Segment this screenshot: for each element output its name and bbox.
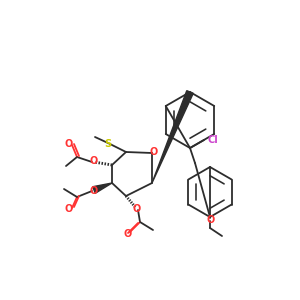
Text: S: S xyxy=(104,139,112,149)
Text: O: O xyxy=(133,204,141,214)
Text: O: O xyxy=(65,204,73,214)
Text: Cl: Cl xyxy=(208,135,219,145)
Polygon shape xyxy=(93,183,112,193)
Text: O: O xyxy=(124,229,132,239)
Text: O: O xyxy=(65,139,73,149)
Text: O: O xyxy=(207,215,215,225)
Text: O: O xyxy=(90,186,98,196)
Text: O: O xyxy=(150,147,158,157)
Polygon shape xyxy=(152,91,193,183)
Text: O: O xyxy=(90,156,98,166)
